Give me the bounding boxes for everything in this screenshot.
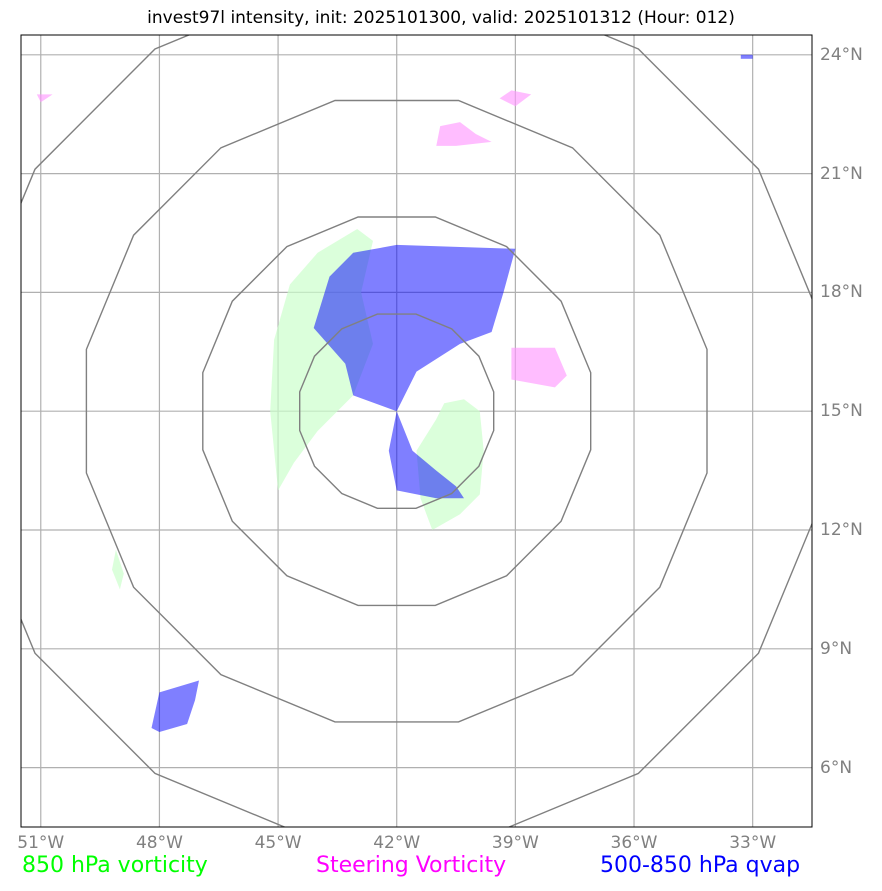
vorticity-850-region [112,549,124,590]
steering-vorticity-region [36,94,53,103]
field-overlays [36,54,753,732]
lon-tick-label: 45°W [254,833,302,853]
lon-tick-label: 39°W [491,833,539,853]
range-ring [85,99,708,723]
plot-frame [20,34,813,828]
lat-tick-label: 12°N [820,520,863,540]
range-rings [21,35,812,827]
qvap-region [313,244,516,499]
lat-tick-label: 18°N [820,282,863,303]
steering-vorticity-region [511,347,567,388]
qvap-region [740,54,753,59]
lat-tick-label: 9°N [820,638,853,659]
qvap-region [151,680,199,732]
legend-850-vorticity: 850 hPa vorticity [22,853,208,878]
lat-tick-label: 15°N [820,401,863,422]
range-ring [21,35,812,827]
lon-tick-label: 42°W [373,833,421,853]
lon-tick-label: 51°W [17,833,65,853]
chart-title: invest97l intensity, init: 2025101300, v… [147,8,735,28]
steering-vorticity-region [436,122,492,146]
range-ring [202,216,592,607]
lat-tick-label: 21°N [820,163,863,184]
legend-qvap: 500-850 hPa qvap [600,853,801,878]
range-ring [299,313,495,509]
lon-tick-label: 33°W [729,833,777,853]
legend-steering-vorticity: Steering Vorticity [316,853,507,878]
lat-tick-label: 6°N [820,757,853,778]
lat-tick-label: 24°N [820,44,863,65]
lon-tick-label: 48°W [135,833,183,853]
plot-background [21,35,812,827]
lon-tick-label: 36°W [610,833,658,853]
steering-vorticity-region [499,90,532,107]
